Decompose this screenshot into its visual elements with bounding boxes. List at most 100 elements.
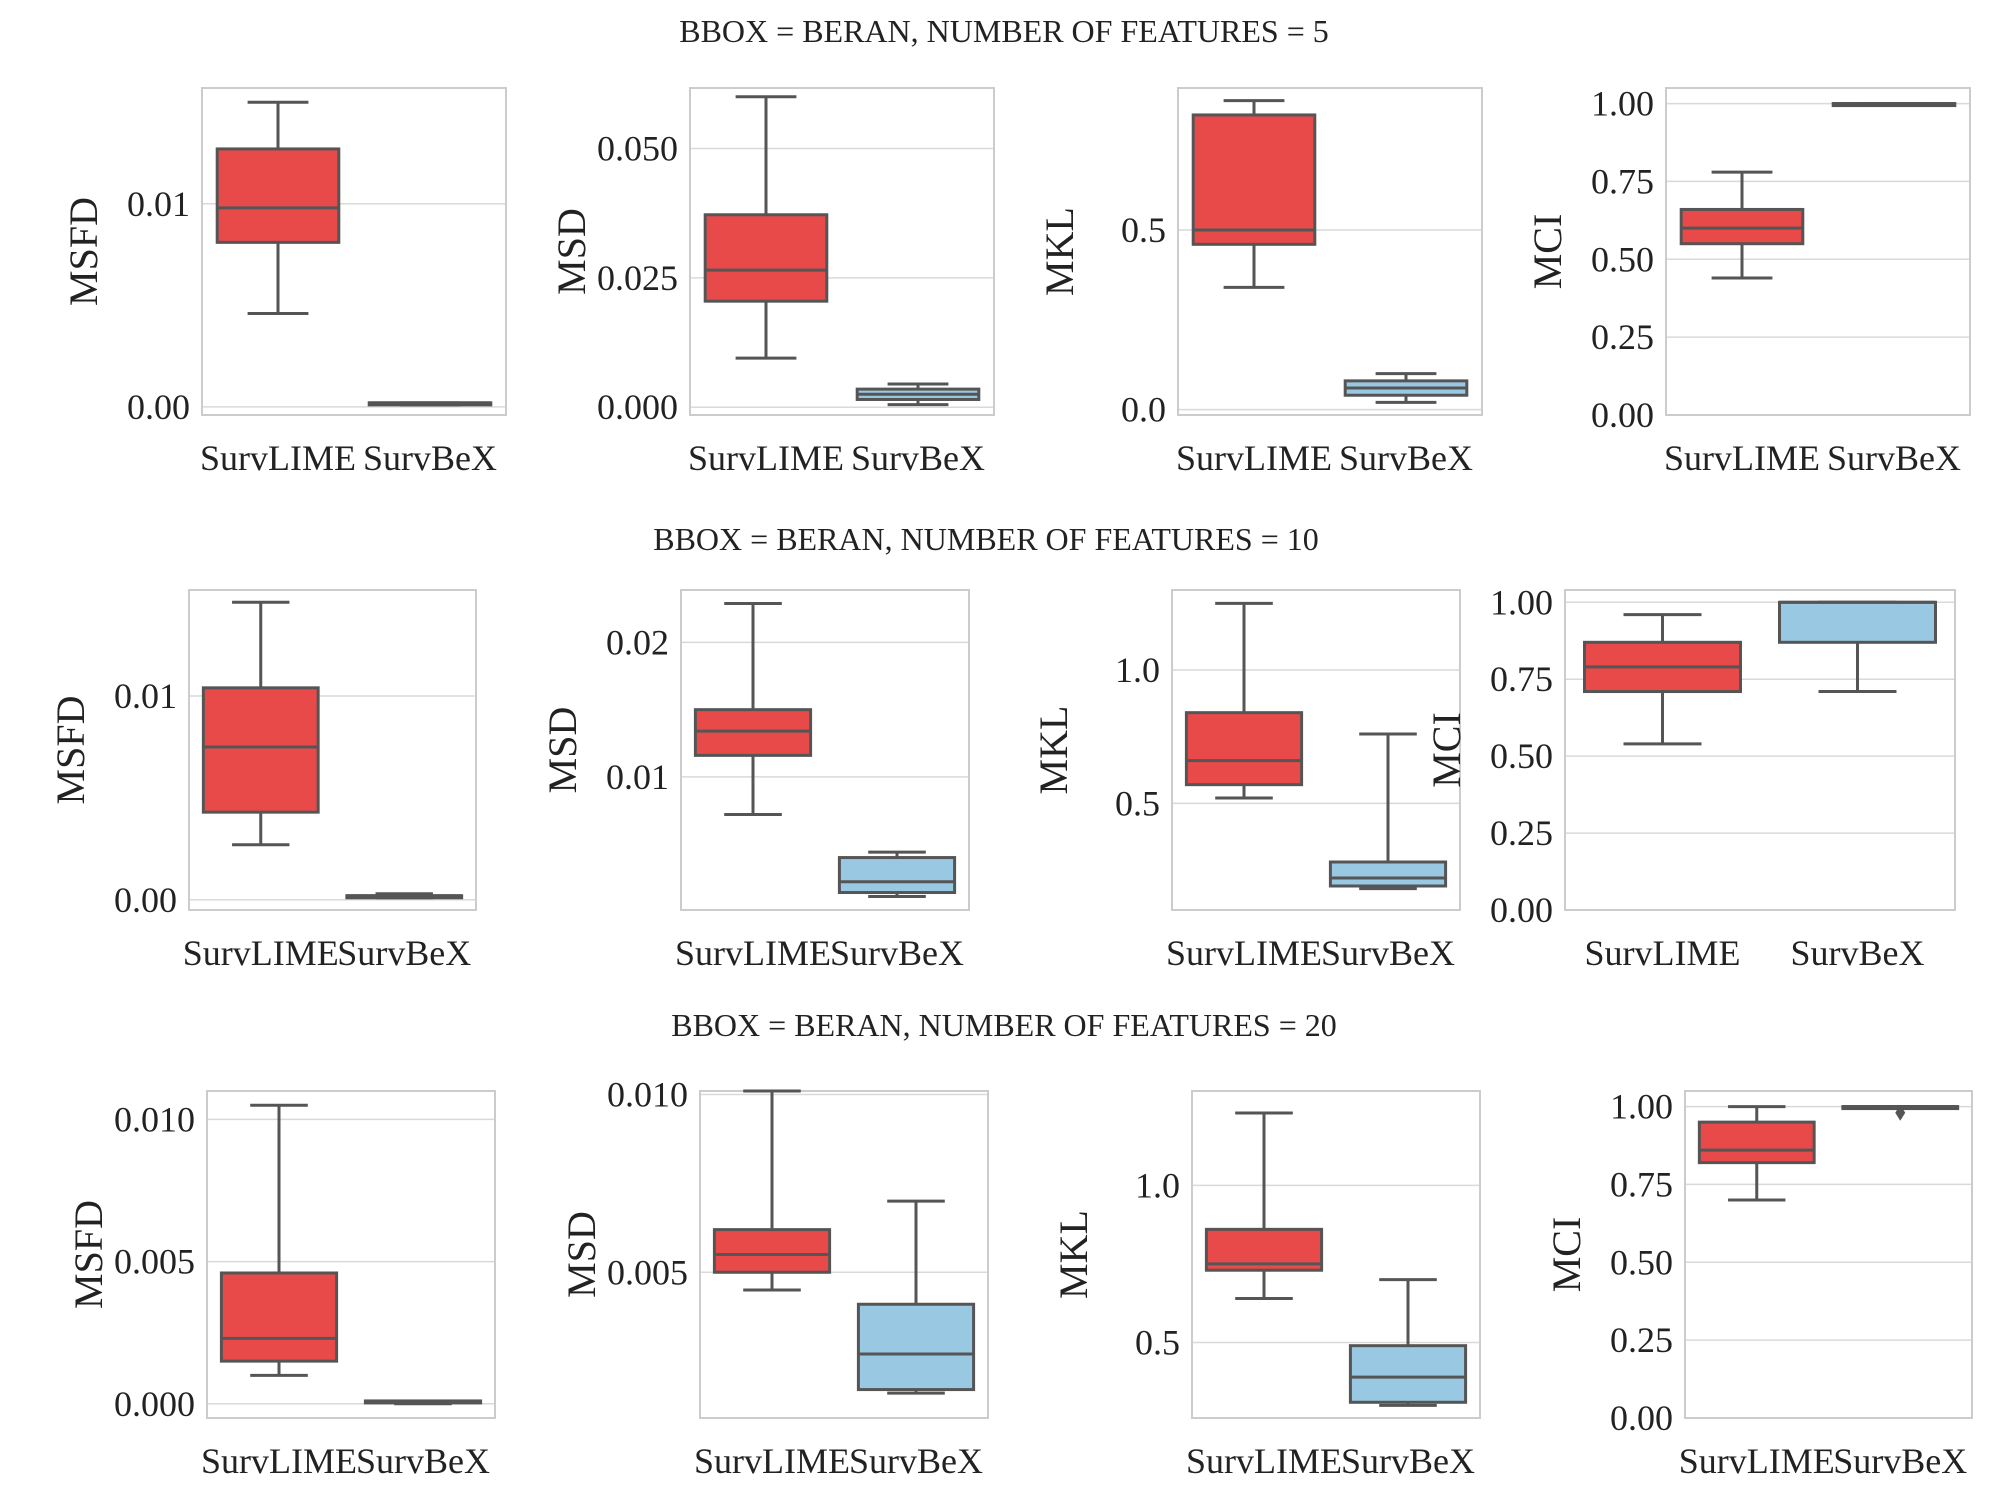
chart-1-2-xtick-survbex: SurvBeX [1321,933,1455,973]
chart-0-1-survbex-box-group [855,382,981,407]
chart-2-2-ytick-label: 1.0 [1135,1165,1180,1205]
chart-2-1-survbex-box [856,1302,976,1392]
row-title-features-20: BBOX = BERAN, NUMBER OF FEATURES = 20 [671,1007,1337,1043]
chart-0-1-survlime-box [703,213,829,303]
chart-1-3-ytick-label: 0.50 [1490,736,1553,776]
chart-2-0-ytick-label: 0.005 [114,1242,195,1282]
chart-2-0-survlime-box [219,1271,339,1363]
chart-1-3-ytick-label: 0.75 [1490,659,1553,699]
chart-1-0-xtick-survlime: SurvLIME [183,933,339,973]
chart-1-3-survlime-box-group [1583,613,1742,746]
chart-2-1-ylabel: MSD [559,1211,604,1298]
chart-2-0-survlime-box-group [219,1103,339,1377]
chart-0-3-ytick-label: 0.00 [1591,395,1654,435]
chart-0-0-frame [201,87,507,416]
chart-2-1-xtick-survbex: SurvBeX [849,1441,983,1481]
chart-1-2-xtick-survlime: SurvLIME [1166,933,1322,973]
chart-0-3-mci-panel: 0.00 0.25 0.50 0.75 1.00 MCI SurvLIME SurvBeX [1525,84,1971,478]
chart-0-3-survbex-box-group [1831,102,1957,108]
chart-2-3-ytick-label: 1.00 [1610,1087,1673,1127]
chart-2-1-ytick-label: 0.005 [607,1252,688,1292]
chart-2-2-frame [1191,1090,1481,1419]
chart-1-3-xtick-survlime: SurvLIME [1585,933,1741,973]
chart-1-3-frame [1564,589,1956,911]
chart-2-0-msfd-panel: 0.000 0.005 0.010 MSFD SurvLIME SurvBeX [66,1090,496,1481]
chart-1-0-ytick-label: 0.00 [114,880,177,920]
chart-0-3-xtick-survbex: SurvBeX [1827,438,1961,478]
chart-2-3-ylabel: MCI [1544,1217,1589,1293]
chart-0-0-xtick-survlime: SurvLIME [200,438,356,478]
chart-1-0-survbex-box-group [345,892,464,900]
chart-1-3-ylabel: MCI [1424,712,1469,788]
chart-1-1-ytick-label: 0.02 [606,622,669,662]
chart-2-0-ylabel: MSFD [66,1200,111,1309]
chart-0-0-ytick-label: 0.01 [127,184,190,224]
chart-2-0-ytick-label: 0.010 [114,1099,195,1139]
chart-2-2-mkl-panel: 0.5 1.0 MKL SurvLIME SurvBeX [1051,1090,1481,1481]
chart-0-1-ylabel: MSD [549,208,594,295]
chart-0-2-xtick-survlime: SurvLIME [1176,438,1332,478]
chart-2-1-frame [699,1090,989,1419]
chart-1-0-ylabel: MSFD [48,696,93,805]
chart-2-3-xtick-survlime: SurvLIME [1679,1441,1835,1481]
chart-2-3-survlime-box-group [1697,1105,1816,1202]
chart-0-0-msfd-panel: 0.00 0.01 MSFD SurvLIME SurvBeX [61,87,507,478]
chart-1-2-ylabel: MKL [1031,706,1076,795]
chart-2-1-xtick-survlime: SurvLIME [694,1441,850,1481]
chart-1-2-frame [1171,589,1461,911]
chart-2-2-survbex-box [1348,1344,1468,1404]
chart-0-2-survbex-box-group [1343,372,1469,404]
chart-1-3-mci-panel: 0.00 0.25 0.50 0.75 1.00 MCI SurvLIME SurvBeX [1424,582,1956,973]
chart-2-0-survbex-box-group [363,1399,483,1406]
chart-2-3-survbex-box-group [1841,1104,1960,1121]
chart-1-2-mkl-panel: 0.5 1.0 MKL SurvLIME SurvBeX [1031,589,1461,973]
chart-0-3-survlime-box [1679,207,1805,246]
chart-1-1-frame [680,589,970,911]
chart-1-1-ytick-label: 0.01 [606,757,669,797]
chart-0-2-ytick-label: 0.0 [1121,390,1166,430]
chart-0-1-xtick-survlime: SurvLIME [688,438,844,478]
chart-1-3-survbex-box [1778,600,1937,644]
chart-2-2-xtick-survbex: SurvBeX [1341,1441,1475,1481]
chart-0-0-ytick-label: 0.00 [127,387,190,427]
chart-2-3-frame [1684,1090,1973,1419]
chart-0-1-xtick-survbex: SurvBeX [851,438,985,478]
chart-1-2-ytick-label: 1.0 [1115,650,1160,690]
chart-1-0-survlime-box [201,686,320,814]
chart-0-3-ylabel: MCI [1525,214,1570,290]
chart-2-3-survlime-box [1697,1120,1816,1165]
chart-0-0-survbex-box-group [367,401,493,407]
chart-1-3-ytick-label: 0.25 [1490,813,1553,853]
chart-2-3-xtick-survbex: SurvBeX [1833,1441,1967,1481]
chart-0-3-ytick-label: 0.25 [1591,317,1654,357]
chart-2-3-ytick-label: 0.25 [1610,1320,1673,1360]
chart-1-2-survbex-box [1328,860,1448,888]
chart-2-0-frame [206,1090,496,1419]
chart-1-0-xtick-survbex: SurvBeX [337,933,471,973]
chart-1-1-xtick-survbex: SurvBeX [830,933,964,973]
chart-0-0-xtick-survbex: SurvBeX [363,438,497,478]
chart-0-2-xtick-survbex: SurvBeX [1339,438,1473,478]
chart-0-1-ytick-label: 0.025 [597,258,678,298]
chart-0-1-frame [689,87,995,416]
chart-1-3-ytick-label: 1.00 [1490,582,1553,622]
chart-1-3-survbex-box-group [1778,600,1937,694]
chart-2-1-ytick-label: 0.010 [607,1075,688,1115]
chart-1-0-frame [188,589,477,911]
chart-1-2-survlime-box [1184,711,1304,787]
chart-1-1-msd-panel: 0.01 0.02 MSD SurvLIME SurvBeX [540,589,970,973]
chart-2-0-ytick-label: 0.000 [114,1384,195,1424]
chart-0-2-mkl-panel: 0.0 0.5 MKL SurvLIME SurvBeX [1037,87,1483,478]
chart-0-3-survlime-box-group [1679,170,1805,280]
chart-2-3-ytick-label: 0.75 [1610,1164,1673,1204]
row-title-features-5: BBOX = BERAN, NUMBER OF FEATURES = 5 [679,13,1329,49]
chart-1-1-survlime-box-group [693,601,813,817]
chart-2-1-survbex-box-group [856,1199,976,1395]
chart-2-0-xtick-survlime: SurvLIME [201,1441,357,1481]
chart-1-1-ylabel: MSD [540,707,585,794]
